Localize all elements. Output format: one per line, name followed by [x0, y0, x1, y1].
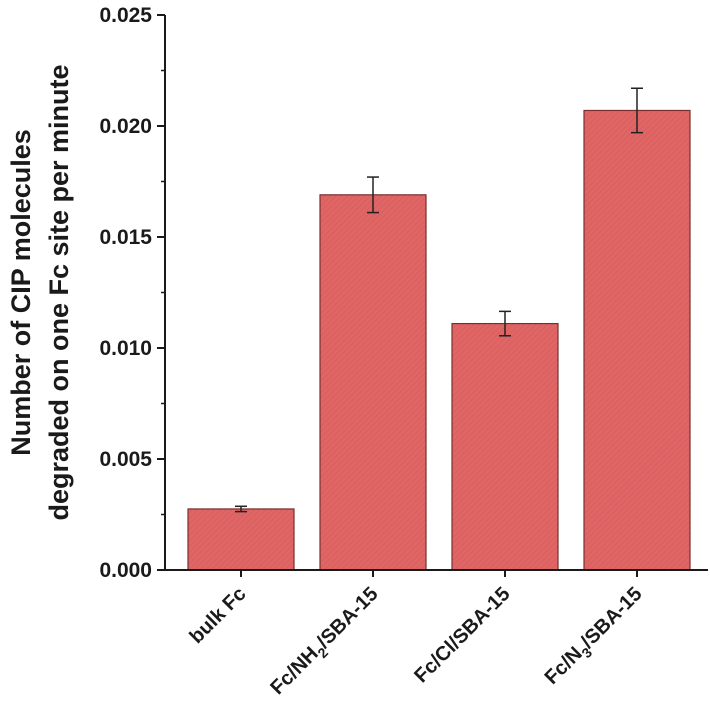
y-tick-label: 0.010 [99, 337, 152, 360]
x-tick-label: Fc/Cl/SBA-15 [410, 583, 514, 687]
y-axis-ticks: 0.000 0.005 0.010 0.015 0.020 0.025 [99, 4, 165, 582]
x-tick-label: bulk Fc [185, 583, 250, 648]
x-tick-label: Fc/N3/SBA-15 [541, 583, 650, 692]
bar [451, 322, 559, 571]
y-tick-label: 0.020 [99, 115, 152, 138]
x-tick-label-suffix: /SBA-15 [313, 583, 383, 653]
y-tick-label: 0.025 [99, 4, 152, 27]
y-axis-title-line: degraded on one Fc site per minute [44, 64, 74, 520]
x-tick-label-suffix: /SBA-15 [577, 583, 647, 653]
y-tick-label: 0.015 [99, 226, 152, 249]
y-axis-title-line: Number of CIP molecules [6, 129, 36, 456]
y-axis-title: Number of CIP molecules degraded on one F… [6, 64, 74, 520]
y-tick-label: 0.005 [99, 448, 152, 471]
bar [583, 109, 691, 571]
bar [319, 194, 427, 571]
x-tick-label-text: Fc/Cl/SBA-15 [410, 583, 514, 687]
x-tick-label-text: bulk Fc [185, 583, 250, 648]
bars [187, 87, 691, 577]
y-tick-label: 0.000 [99, 559, 152, 582]
bar [187, 508, 295, 571]
x-tick-label: Fc/NH2/SBA-15 [266, 583, 385, 702]
